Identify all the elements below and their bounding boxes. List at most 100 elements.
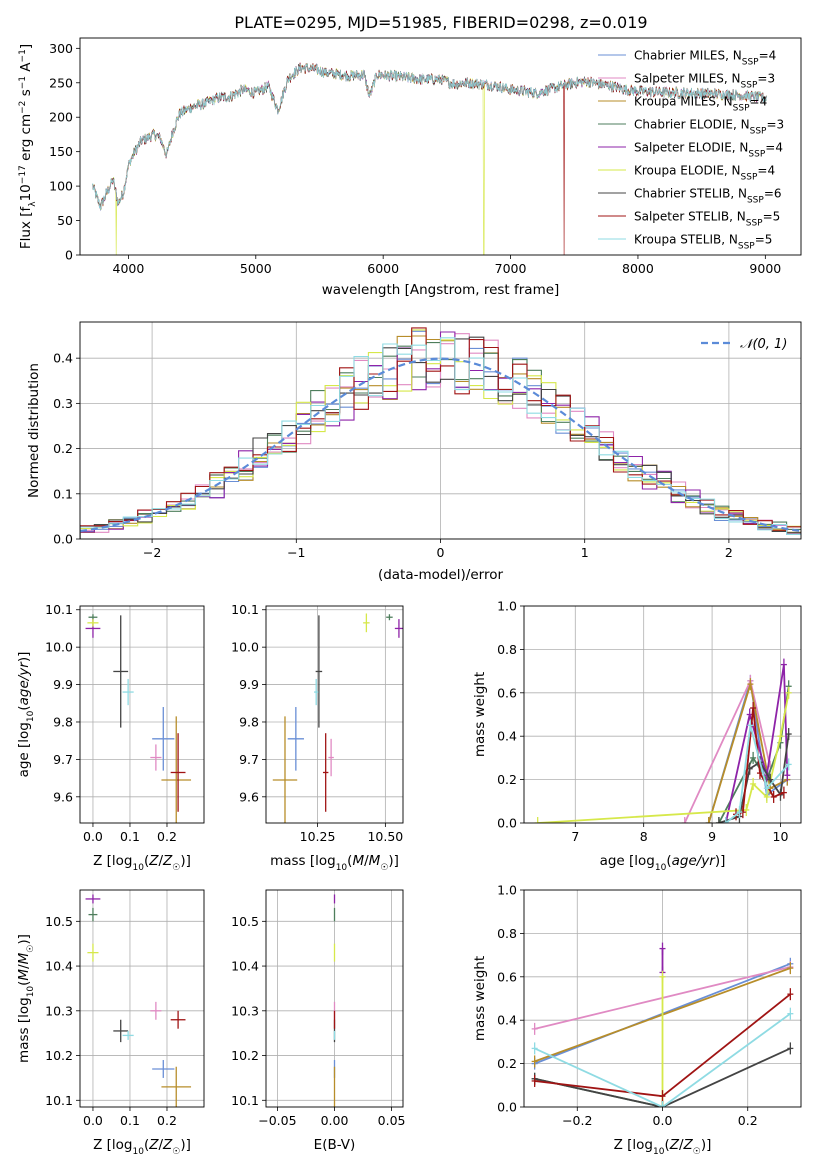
legend-label: Chabrier STELIB, NSSP=6	[634, 187, 782, 206]
y-tick-label: 10.5	[231, 914, 259, 929]
y-tick-label: 9.8	[239, 714, 259, 729]
y-axis-label: Flux [fλ10−17 erg cm−2 s−1 A−1]	[18, 44, 38, 249]
axes-mass-vs-metallicity: 0.0 0.1 0.2 10.1 10.2 10.3 10.4 10.5 Z [log10(Z/…	[16, 889, 205, 1157]
y-axis-label: mass weight	[472, 956, 488, 1041]
plot-area-mass-vs-extinction	[266, 890, 403, 1107]
x-tick-label: −1	[287, 545, 305, 560]
x-tick-label: 0.1	[120, 1113, 140, 1128]
y-tick-label: 0.8	[497, 926, 517, 941]
plot-area-mass-vs-metallicity	[80, 890, 204, 1107]
x-tick-label: 10.25	[300, 829, 336, 844]
x-tick-label: 0.2	[157, 829, 177, 844]
errorbar-point	[85, 894, 101, 904]
errorbar-point	[161, 1066, 192, 1107]
errorbar-point	[122, 1030, 134, 1040]
x-tick-label: 2	[725, 545, 733, 560]
x-tick-label: −0.2	[562, 1113, 592, 1128]
axes-age-vs-metallicity: 0.0 0.1 0.2 9.6 9.7 9.8 9.9 10.0 10.1 Z [log10(Z/…	[16, 602, 205, 873]
errorbar-point	[113, 615, 129, 728]
y-tick-label: 0.1	[53, 486, 73, 501]
y-tick-label: 9.6	[239, 789, 259, 804]
weight-line	[534, 1012, 791, 1107]
x-axis-label: E(B-V)	[314, 1137, 356, 1153]
errorbar-point	[287, 707, 304, 771]
y-axis-label: mass weight	[472, 672, 488, 757]
axes-mass-weight-vs-age: 7 8 9 10 0.0 0.2 0.4 0.6 0.8 1.0 age [log10(age/yr…	[472, 599, 802, 873]
y-tick-label: 300	[49, 41, 73, 56]
x-axis-label: age [log10(age/yr)]	[600, 853, 726, 873]
y-tick-label: 0.2	[497, 1056, 517, 1071]
x-axis-label: Z [log10(Z/Z☉)]	[614, 1137, 712, 1157]
axis-frame-mass-weight-vs-metallicity: −0.2 0.0 0.2 0.0 0.2 0.4 0.6 0.8 1.0 Z [log10(Z/Z…	[472, 883, 802, 1157]
y-tick-label: 100	[49, 179, 73, 194]
x-tick-label: 0	[437, 545, 445, 560]
y-tick-label: 9.9	[53, 677, 73, 692]
figure-title: PLATE=0295, MJD=51985, FIBERID=0298, z=0…	[234, 13, 647, 32]
axes-frame	[265, 605, 404, 824]
y-tick-label: 0.4	[53, 351, 73, 366]
y-axis-label: Normed distribution	[26, 363, 42, 498]
x-axis-label: wavelength [Angstrom, rest frame]	[322, 282, 560, 298]
y-tick-label: 0.4	[497, 729, 517, 744]
errorbar-point	[87, 619, 99, 627]
x-tick-label: 0.0	[653, 1113, 673, 1128]
y-tick-label: 10.1	[45, 1093, 73, 1108]
x-tick-label: 0.0	[83, 1113, 103, 1128]
y-tick-label: 10.2	[45, 1048, 73, 1063]
axis-frame-residuals: −2 −1 0 1 2 0.0 0.1 0.2 0.3 0.4 𝒩(0, 1) (data-model…	[26, 321, 802, 583]
axis-frame-mass-vs-metallicity: 0.0 0.1 0.2 10.1 10.2 10.3 10.4 10.5 Z [log10(Z/…	[16, 889, 205, 1157]
y-tick-label: 0.0	[53, 532, 73, 547]
x-tick-label: 0.05	[378, 1113, 406, 1128]
y-tick-label: 9.9	[239, 677, 259, 692]
legend-label: Salpeter STELIB, NSSP=5	[634, 210, 780, 229]
axes-residuals: −2 −1 0 1 2 0.0 0.1 0.2 0.3 0.4 𝒩(0, 1) (data-model…	[26, 321, 802, 583]
y-tick-label: 250	[49, 75, 73, 90]
x-axis-label: Z [log10(Z/Z☉)]	[93, 853, 191, 873]
legend-label: Kroupa STELIB, NSSP=5	[634, 233, 772, 252]
y-tick-label: 10.1	[45, 602, 73, 617]
y-tick-label: 0.6	[497, 685, 517, 700]
spectrum-legend: Chabrier MILES, NSSP=4 Salpeter MILES, NS…	[598, 49, 784, 252]
x-tick-label: 0.0	[83, 829, 103, 844]
axes-mass-weight-vs-metallicity: −0.2 0.0 0.2 0.0 0.2 0.4 0.6 0.8 1.0 Z [log10(Z/Z…	[472, 883, 802, 1157]
weight-line	[537, 692, 790, 823]
axes-frame	[79, 37, 802, 256]
x-tick-label: 10	[773, 829, 789, 844]
y-tick-label: 9.8	[53, 714, 73, 729]
y-axis-label: mass [log10(M/M☉)]	[16, 934, 36, 1063]
x-tick-label: 0.1	[120, 829, 140, 844]
y-axis-label: age [log10(age/yr)]	[16, 652, 36, 778]
y-tick-label: 50	[57, 213, 73, 228]
errorbar-point	[322, 733, 329, 812]
x-tick-label: 7000	[495, 261, 527, 276]
errorbar-point	[113, 1019, 129, 1043]
y-tick-label: 10.0	[231, 640, 259, 655]
plot-area-residuals	[80, 322, 801, 539]
x-tick-label: 7	[571, 829, 579, 844]
legend-label: Kroupa ELODIE, NSSP=4	[634, 164, 775, 183]
axis-frame-age-vs-metallicity: 0.0 0.1 0.2 9.6 9.7 9.8 9.9 10.0 10.1 Z [log10(Z/…	[16, 602, 205, 873]
axes-spectrum: 4000 5000 6000 7000 8000 9000 0 50 100 150 200 250 3…	[18, 37, 802, 298]
errorbar-point	[87, 943, 99, 962]
y-tick-label: 1.0	[497, 599, 517, 614]
legend-label: Kroupa MILES, NSSP=4	[634, 95, 767, 114]
errorbar-point	[394, 619, 403, 638]
x-tick-label: 9000	[749, 261, 781, 276]
y-tick-label: 0.4	[497, 1013, 517, 1028]
x-tick-label: 10.50	[367, 829, 403, 844]
y-tick-label: 150	[49, 144, 73, 159]
spectrum-line	[92, 62, 767, 255]
weight-line	[707, 683, 788, 823]
y-tick-label: 10.4	[231, 959, 259, 974]
x-tick-label: 4000	[113, 261, 145, 276]
y-tick-label: 0	[65, 248, 73, 263]
y-tick-label: 9.7	[53, 752, 73, 767]
x-tick-label: 8	[640, 829, 648, 844]
axes-frame	[79, 889, 205, 1108]
x-axis-label: (data-model)/error	[378, 567, 504, 583]
axes-frame	[79, 605, 205, 824]
errorbar-point	[150, 744, 162, 771]
errorbar-point	[152, 707, 175, 771]
errorbar-point	[272, 716, 298, 823]
